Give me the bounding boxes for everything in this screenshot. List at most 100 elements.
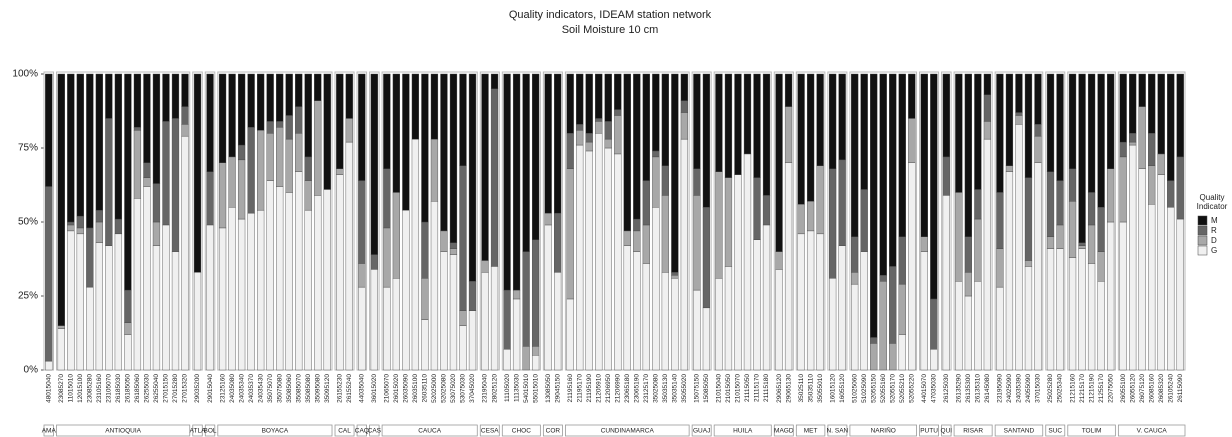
bar-segment — [1106, 73, 1115, 169]
bar-segment — [1176, 73, 1184, 158]
bar-segment — [576, 130, 584, 146]
x-tick-label: 35075070 — [267, 374, 274, 403]
bar-segment — [955, 73, 963, 193]
bar-segment — [784, 73, 793, 107]
bar-segment — [304, 156, 312, 181]
bar-segment — [133, 127, 142, 131]
x-tick-label: 35025110 — [798, 374, 805, 403]
bar-segment — [1129, 141, 1137, 146]
bar-segment — [133, 73, 142, 128]
bar-segment — [1015, 124, 1023, 371]
bar-segment — [797, 233, 805, 371]
bar-segment — [336, 168, 344, 175]
chart-title: Quality indicators, IDEAM station networ… — [509, 9, 712, 21]
bar-segment — [1097, 206, 1105, 252]
x-tick-label: 27015320 — [182, 374, 189, 403]
bar-segment — [879, 73, 887, 276]
x-tick-label: 52055170 — [889, 374, 896, 403]
bar-segment — [1138, 73, 1146, 107]
bar-segment — [402, 73, 410, 211]
bar-segment — [266, 121, 274, 134]
x-tick-label: 35055010 — [817, 374, 824, 403]
bar-segment — [724, 266, 733, 371]
x-tick-label: 26185030 — [115, 374, 122, 403]
bar-segment — [86, 73, 94, 229]
y-tick-label: 100% — [12, 69, 38, 80]
bar-segment — [152, 73, 161, 184]
x-tick-label: 26055120 — [1129, 374, 1136, 403]
bar-segment — [181, 73, 189, 107]
bar-segment — [604, 147, 612, 371]
x-tick-label: 21205910 — [595, 374, 602, 403]
bar-segment — [1087, 224, 1096, 264]
x-tick-label: 11015010 — [68, 374, 75, 403]
bar-segment — [181, 135, 189, 371]
bar-segment — [860, 251, 868, 371]
bar-segment — [585, 141, 593, 152]
bar-segment — [266, 180, 274, 371]
bar-segment — [76, 233, 84, 371]
bar-segment — [1078, 73, 1086, 243]
facet-label: SUC — [1048, 428, 1062, 435]
bar-segment — [851, 236, 859, 273]
bar-segment — [693, 195, 701, 291]
bar-segment — [753, 73, 761, 178]
bar-segment — [595, 118, 603, 122]
bar-segment — [1148, 204, 1156, 371]
facet-label: CUNDINAMARCA — [601, 428, 655, 435]
x-tick-label: 21115180 — [763, 374, 770, 402]
bar-segment — [693, 289, 701, 371]
bar-segment — [652, 156, 660, 208]
bar-segment — [468, 281, 477, 312]
y-tick-label: 25% — [18, 291, 38, 302]
bar-segment — [889, 73, 897, 267]
bar-segment — [724, 73, 733, 178]
bar-segment — [45, 73, 53, 187]
bar-segment — [1015, 112, 1023, 116]
x-tick-label: 26135300 — [965, 374, 972, 403]
bar-segment — [285, 138, 293, 193]
bar-segment — [1138, 106, 1146, 169]
bar-segment — [829, 73, 837, 169]
bar-segment — [633, 251, 641, 371]
x-tick-label: 21215190 — [1088, 374, 1095, 403]
bar-segment — [105, 73, 113, 119]
bar-segment — [133, 198, 142, 371]
bar-segment — [942, 156, 950, 196]
bar-segment — [671, 278, 679, 371]
facet-label: MAGD — [774, 428, 794, 435]
bar-segment — [544, 212, 552, 226]
bar-segment — [512, 289, 521, 300]
bar-segment — [421, 221, 429, 279]
bar-segment — [1068, 201, 1077, 258]
bar-segment — [1068, 168, 1077, 202]
bar-segment — [1119, 156, 1127, 223]
bar-segment — [851, 272, 859, 285]
facet-label: RISAR — [963, 428, 983, 435]
bar-segment — [816, 73, 824, 166]
bar-segment — [566, 298, 574, 371]
facet-strip — [691, 424, 712, 437]
bar-segment — [57, 328, 65, 371]
bar-segment — [114, 73, 123, 220]
facet-label: AMA — [42, 428, 57, 435]
bar-segment — [1005, 73, 1014, 166]
facet-panel — [1045, 71, 1066, 371]
bar-segment — [512, 298, 521, 371]
x-tick-label: 53075020 — [450, 374, 457, 403]
bar-segment — [1015, 115, 1023, 125]
facet-label: SANTAND — [1004, 428, 1035, 435]
facet-panel — [501, 71, 541, 371]
bar-segment — [481, 260, 489, 273]
bar-segment — [806, 230, 815, 371]
facet-label: CESA — [481, 428, 499, 435]
x-tick-label: 26035090 — [403, 374, 410, 403]
bar-segment — [370, 254, 378, 270]
facet-panel — [713, 71, 772, 371]
bar-segment — [838, 73, 846, 161]
bar-segment — [1157, 174, 1165, 371]
bar-segment — [295, 171, 303, 371]
facet-strip — [542, 424, 563, 437]
bar-segment — [152, 245, 161, 371]
bar-segment — [459, 325, 467, 371]
